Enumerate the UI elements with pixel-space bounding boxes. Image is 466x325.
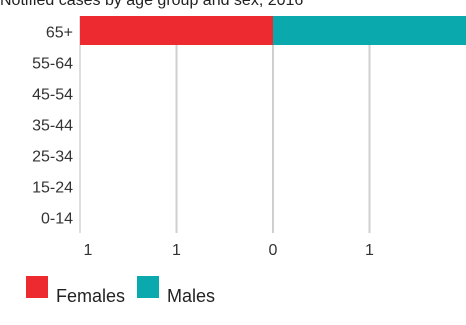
bar-males-65+ [273, 16, 466, 45]
y-tick-label-25-34: 25-34 [32, 149, 73, 166]
y-tick-label-15-24: 15-24 [32, 180, 73, 197]
x-tick-label-2: 0 [269, 242, 278, 259]
legend-swatch-males [137, 276, 160, 298]
x-tick-label-3: 1 [365, 242, 374, 259]
chart-legend: Females Males [26, 276, 227, 308]
legend-item-females: Females [26, 276, 126, 306]
y-tick-label-0-14: 0-14 [41, 211, 73, 228]
legend-label-males: Males [167, 286, 216, 306]
x-tick-label-1: 1 [172, 242, 181, 259]
chart-title: Notified cases by age group and sex, 201… [0, 0, 304, 9]
x-tick-label-0: 1 [84, 242, 93, 259]
y-tick-label-45-54: 45-54 [32, 87, 73, 104]
y-tick-label-65+: 65+ [46, 25, 73, 42]
y-tick-label-35-44: 35-44 [32, 118, 73, 135]
legend-item-males: Males [137, 276, 216, 306]
legend-swatch-females [26, 276, 48, 298]
bar-females-65+ [80, 16, 273, 45]
legend-label-females: Females [56, 286, 126, 306]
y-tick-label-55-64: 55-64 [32, 56, 73, 73]
